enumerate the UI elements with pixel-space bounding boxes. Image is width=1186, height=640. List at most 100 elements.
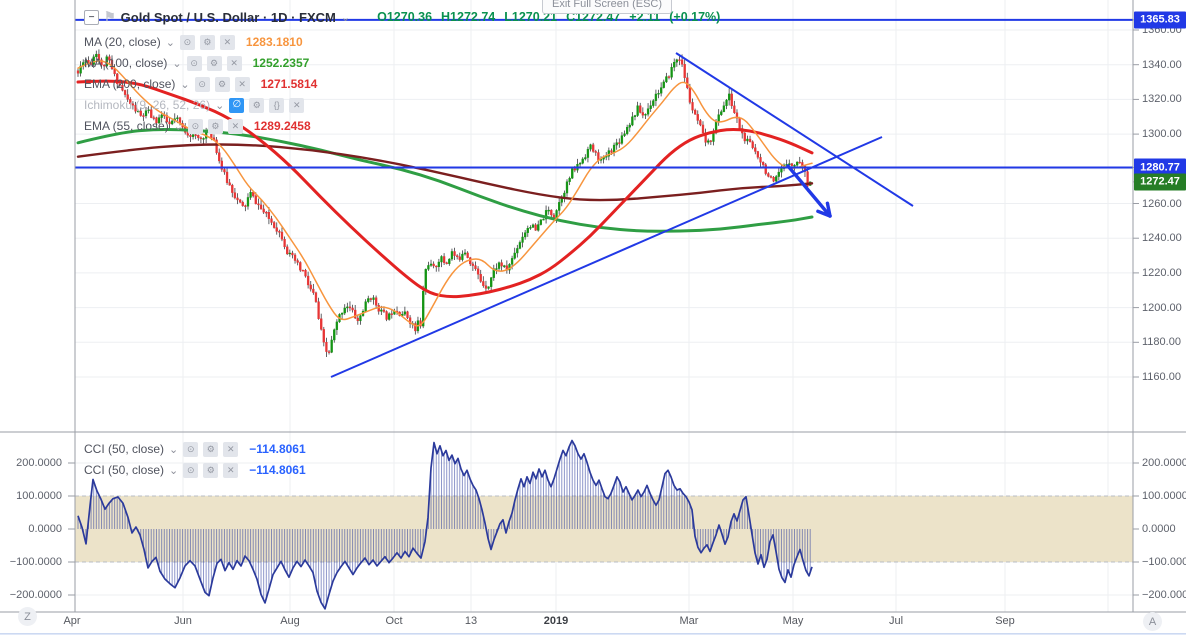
price-tick-label: 1220.00 (1142, 266, 1182, 279)
eye-button[interactable]: ⊙ (183, 441, 199, 457)
exit-fullscreen-tooltip: Exit Full Screen (ESC) (542, 0, 673, 14)
eye-off-button[interactable]: ∅ (229, 97, 245, 113)
close-button[interactable]: ✕ (223, 441, 239, 457)
cci-tick-label: 0.0000 (1142, 523, 1176, 535)
ohlc-values: O1270.36 H1272.74 L1270.21 C1272.47 +2.11 (+0… (377, 10, 720, 24)
indicator-name: MA (20, close) (84, 35, 161, 49)
gear-button[interactable]: ⚙ (206, 55, 222, 71)
left-scale-area[interactable] (0, 0, 75, 612)
chevron-down-icon[interactable]: ⌄ (169, 464, 179, 477)
cci-line[interactable] (77, 439, 813, 610)
gear-button[interactable]: ⚙ (214, 76, 230, 92)
eye-button[interactable]: ⊙ (194, 76, 210, 92)
time-axis-label: May (782, 615, 804, 627)
indicator-value: 1289.2458 (253, 119, 311, 133)
time-axis-label: Sep (995, 615, 1015, 627)
price-tick-label: 1180.00 (1142, 336, 1181, 349)
indicator-value: 1271.5814 (260, 77, 318, 91)
indicator-name: Ichimoku (9, 26, 52, 26) (84, 98, 211, 112)
auto-scale-button[interactable]: A (1143, 612, 1162, 631)
indicator-name: CCI (50, close) (84, 463, 165, 477)
cci-tick-label: −200.0000 (1142, 589, 1186, 601)
chevron-down-icon[interactable]: ⌄ (340, 11, 351, 24)
indicator-name: CCI (50, close) (84, 442, 165, 456)
time-axis-label: Aug (280, 615, 300, 627)
cci-tick-label: −100.0000 (1142, 556, 1186, 568)
price-tick-label: 1160.00 (1142, 371, 1181, 383)
chevron-down-icon[interactable]: ⌄ (169, 443, 179, 456)
ohlc-item: O1270.36 (377, 10, 433, 24)
indicator-name: EMA (55, close) (84, 119, 169, 133)
cci-tick-label: 100.0000 (1142, 490, 1186, 502)
indicator-row[interactable]: Ichimoku (9, 26, 52, 26) ⌄ ∅ ⚙{} ✕ (84, 96, 305, 114)
price-tick-label: 1320.00 (1142, 93, 1182, 106)
symbol-legend-row[interactable]: − ⚑ Gold Spot / U.S. Dollar · 1D · FXCM … (84, 8, 720, 26)
cci-indicator-row[interactable]: CCI (50, close) ⌄ ⊙ ⚙ ✕ −114.8061 (84, 440, 306, 458)
ema200-line[interactable] (76, 143, 814, 202)
gear-button[interactable]: ⚙ (199, 34, 215, 50)
cci-tick-label: −200.0000 (9, 589, 62, 601)
time-axis-label: 13 (464, 615, 478, 627)
chevron-down-icon[interactable]: ⌄ (165, 36, 175, 49)
indicator-row[interactable]: MA (100, close) ⌄ ⊙ ⚙ ✕ 1252.2357 (84, 54, 309, 72)
collapse-legend-icon[interactable]: − (84, 9, 99, 25)
price-tick-label: 1300.00 (1142, 128, 1182, 141)
gear-button[interactable]: ⚙ (203, 441, 219, 457)
gear-button[interactable]: ⚙ (203, 462, 219, 478)
ma20-line[interactable] (77, 60, 813, 327)
indicator-value: −114.8061 (249, 463, 306, 477)
time-axis-label: Oct (385, 615, 403, 627)
price-tick-label: 1240.00 (1142, 232, 1182, 245)
chevron-down-icon[interactable]: ⌄ (172, 57, 182, 70)
cci-indicator-row[interactable]: CCI (50, close) ⌄ ⊙ ⚙ ✕ −114.8061 (84, 461, 306, 479)
indicator-name: MA (100, close) (84, 56, 168, 70)
flag-icon[interactable]: ⚑ (104, 9, 116, 24)
indicator-value: 1283.1810 (245, 35, 303, 49)
chevron-down-icon[interactable]: ⌄ (180, 78, 190, 91)
tooltip-text: Exit Full Screen (ESC) (552, 0, 663, 10)
eye-button[interactable]: ⊙ (179, 34, 195, 50)
indicator-value: −114.8061 (249, 442, 306, 456)
indicator-row[interactable]: EMA (200, close) ⌄ ⊙ ⚙ ✕ 1271.5814 (84, 75, 317, 93)
close-button[interactable]: ✕ (289, 97, 305, 113)
chevron-down-icon[interactable]: ⌄ (215, 99, 225, 112)
price-marker-label: 1365.83 (1134, 11, 1186, 29)
ohlc-item: H1272.74 (441, 10, 496, 24)
time-axis-label: Jul (888, 615, 904, 627)
close-button[interactable]: ✕ (227, 118, 243, 134)
time-axis-label: 2019 (543, 615, 569, 627)
price-tick-label: 1340.00 (1142, 58, 1182, 71)
indicator-row[interactable]: EMA (55, close) ⌄ ⊙ ⚙ ✕ 1289.2458 (84, 117, 311, 135)
price-tick-label: 1200.00 (1142, 301, 1182, 314)
price-marker-label: 1272.47 (1134, 173, 1186, 191)
indicator-value: 1252.2357 (252, 56, 310, 70)
close-button[interactable]: ✕ (219, 34, 235, 50)
close-button[interactable]: ✕ (226, 55, 242, 71)
gear-button[interactable]: ⚙ (207, 118, 223, 134)
ohlc-item: (+0.17%) (669, 10, 721, 24)
cci-tick-label: 200.0000 (1142, 457, 1186, 469)
cci-tick-label: 0.0000 (28, 523, 62, 535)
descending-resistance-trendline[interactable] (675, 52, 914, 207)
eye-button[interactable]: ⊙ (187, 118, 203, 134)
price-marker-label: 1280.77 (1134, 158, 1186, 176)
indicator-row[interactable]: MA (20, close) ⌄ ⊙ ⚙ ✕ 1283.1810 (84, 33, 303, 51)
cci-histogram (77, 440, 811, 607)
symbol-title[interactable]: Gold Spot / U.S. Dollar · 1D · FXCM (120, 9, 336, 25)
timezone-button[interactable]: Z (18, 607, 37, 626)
gear-button[interactable]: ⚙ (249, 97, 265, 113)
cci-tick-label: 100.0000 (16, 490, 62, 502)
ema55-line[interactable] (76, 79, 814, 299)
time-axis-label: Mar (679, 615, 699, 627)
ascending-support-trendline[interactable] (330, 136, 883, 378)
down-arrow-drawing[interactable] (786, 164, 832, 218)
braces-button[interactable]: {} (269, 97, 285, 113)
chevron-down-icon[interactable]: ⌄ (173, 120, 183, 133)
close-button[interactable]: ✕ (223, 462, 239, 478)
close-button[interactable]: ✕ (234, 76, 250, 92)
eye-button[interactable]: ⊙ (183, 462, 199, 478)
eye-button[interactable]: ⊙ (186, 55, 202, 71)
